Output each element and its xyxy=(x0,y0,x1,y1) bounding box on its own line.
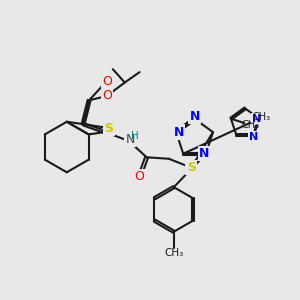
Text: S: S xyxy=(187,161,196,174)
Text: S: S xyxy=(104,122,113,135)
Text: N: N xyxy=(252,114,262,124)
Text: H: H xyxy=(131,130,139,141)
Text: O: O xyxy=(102,74,112,88)
Text: O: O xyxy=(102,89,112,102)
Text: N: N xyxy=(249,132,259,142)
Text: N: N xyxy=(189,110,200,123)
Text: N: N xyxy=(199,147,210,160)
Text: CH₃: CH₃ xyxy=(241,120,260,130)
Text: CH₃: CH₃ xyxy=(252,112,270,122)
Text: N: N xyxy=(126,133,135,146)
Text: CH₃: CH₃ xyxy=(164,248,183,257)
Text: O: O xyxy=(134,170,144,183)
Text: N: N xyxy=(173,126,184,139)
